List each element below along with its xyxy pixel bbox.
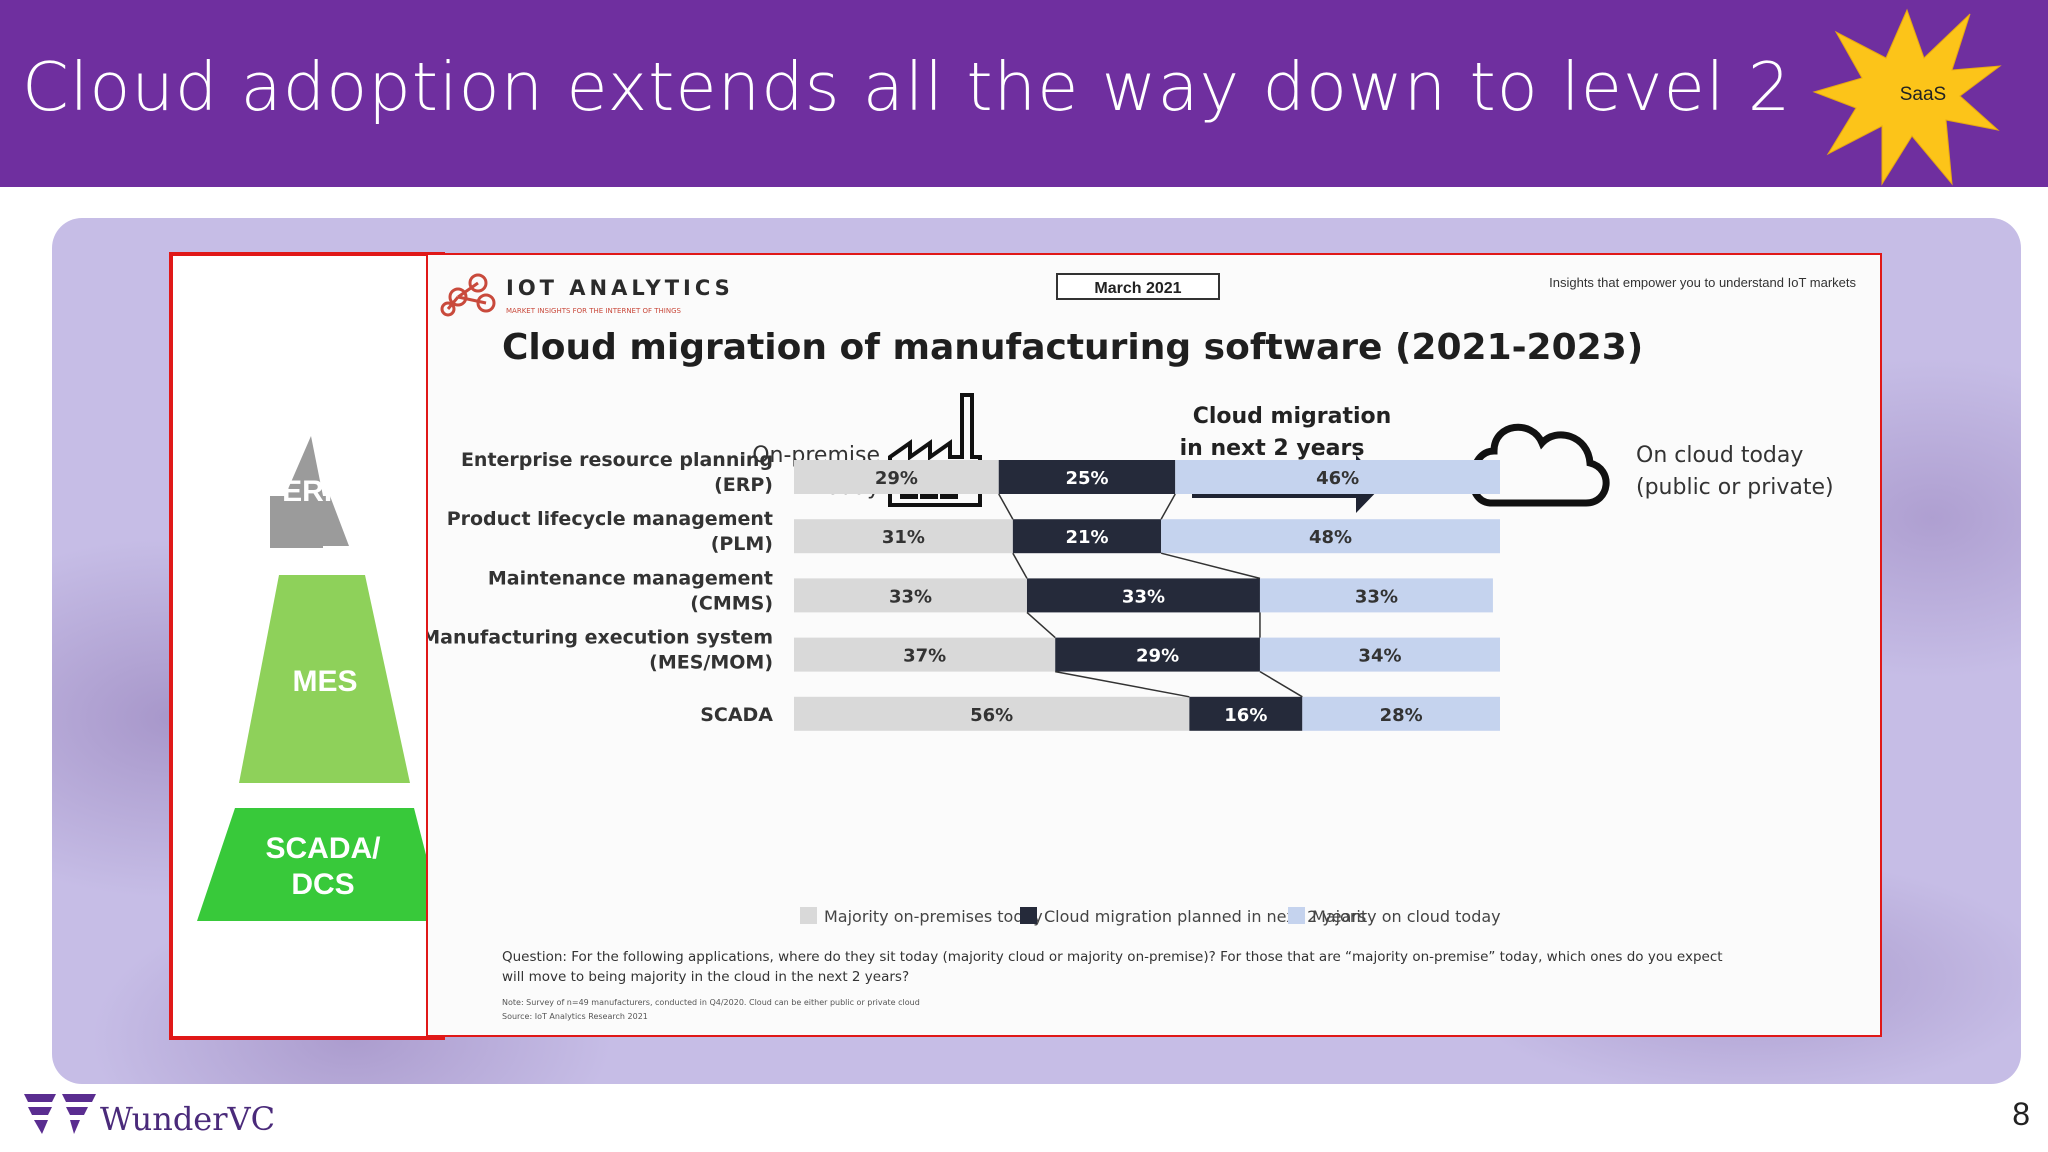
automation-pyramid: ERP MES SCADA/ DCS — [197, 436, 443, 921]
category-label-1-line1: Product lifecycle management — [447, 508, 773, 530]
bar-on-premise-2 — [794, 578, 1027, 613]
wundervc-logo-icon — [24, 1094, 96, 1134]
bar-value-label: 25% — [1065, 468, 1108, 489]
date-badge: March 2021 — [1094, 280, 1181, 297]
starburst-icon — [1812, 8, 2002, 186]
bar-value-label: 33% — [1122, 586, 1165, 607]
category-label-0-line2: (ERP) — [714, 474, 773, 496]
category-label-1-line2: (PLM) — [711, 533, 773, 555]
migration-connector-line — [1026, 611, 1056, 639]
bar-value-label: 31% — [882, 527, 925, 548]
category-label-3-line2: (MES/MOM) — [649, 652, 773, 674]
footer-brand: WunderVC — [100, 1100, 276, 1138]
pyramid-box: ERP MES SCADA/ DCS — [169, 252, 445, 1040]
iot-analytics-logo-icon — [440, 273, 496, 317]
page-number: 8 — [2012, 1096, 2030, 1132]
legend-swatch-0 — [800, 907, 817, 924]
bar-value-label: 46% — [1316, 468, 1359, 489]
pyramid-label-erp: ERP — [282, 475, 344, 508]
slide-title: Cloud adoption extends all the way down … — [22, 48, 1792, 126]
bar-on-premise-0 — [794, 460, 999, 494]
category-label-0-line1: Enterprise resource planning — [461, 449, 773, 471]
category-label-2-line2: (CMMS) — [690, 592, 773, 614]
bar-value-label: 48% — [1309, 527, 1352, 548]
legend-swatch-1 — [1020, 907, 1037, 924]
bars-layer: 29% 25% 46% 31% 21% 48% 33% 33% 33% 37% 29% 34% 56% 1… — [794, 460, 1500, 731]
bar-value-label: 29% — [875, 468, 918, 489]
bar-value-label: 29% — [1136, 646, 1179, 667]
bar-migration-2 — [1026, 578, 1260, 613]
pyramid-label-scada-line1: SCADA/ — [265, 832, 381, 865]
date-badge-box — [1056, 273, 1220, 300]
legend-label-0: Majority on-premises today — [824, 907, 1043, 926]
bar-value-label: 16% — [1224, 705, 1267, 726]
legend-layer: Majority on-premises today Cloud migratio… — [800, 907, 1501, 926]
bar-value-label: 21% — [1065, 527, 1108, 548]
chart-title: Cloud migration of manufacturing softwar… — [502, 327, 1643, 368]
bar-value-label: 33% — [1355, 586, 1398, 607]
header-cloud-line1: On cloud today — [1636, 443, 1803, 468]
legend-label-1: Cloud migration planned in next 2 years — [1044, 907, 1366, 926]
bar-value-label: 34% — [1358, 646, 1401, 667]
bar-on-premise-1 — [794, 519, 1013, 554]
migration-connector-line — [1055, 670, 1190, 698]
legend-swatch-2 — [1288, 907, 1305, 924]
bar-migration-4 — [1189, 696, 1303, 731]
saas-badge: SaaS — [1899, 84, 1947, 105]
chart-tagline: Insights that empower you to understand … — [1549, 275, 1856, 290]
chart-note: Note: Survey of n=49 manufacturers, cond… — [502, 998, 920, 1007]
header-migration-line1: Cloud migration — [1193, 404, 1392, 429]
bar-value-label: 28% — [1380, 705, 1423, 726]
pyramid-level-erp — [270, 436, 349, 548]
bar-on-premise-3 — [794, 637, 1056, 672]
migration-connector-line — [1012, 552, 1028, 579]
category-label-4: SCADA — [700, 704, 773, 726]
header-migration-line2: in next 2 years — [1180, 436, 1365, 461]
category-label-2-line1: Maintenance management — [488, 567, 773, 589]
migration-connector-line — [1160, 552, 1261, 580]
category-label-3-line1: Manufacturing execution system — [428, 627, 773, 649]
bar-value-label: 37% — [903, 646, 946, 667]
migration-connector-line — [1160, 493, 1176, 520]
pyramid-level-mes — [239, 575, 410, 783]
chart-source: Source: IoT Analytics Research 2021 — [502, 1012, 648, 1021]
header-banner — [0, 0, 2048, 187]
chart-question-line2: will move to being majority in the cloud… — [502, 969, 909, 985]
migration-connector-line — [1259, 670, 1303, 698]
bar-migration-3 — [1055, 637, 1260, 672]
header-cloud-line2: (public or private) — [1636, 475, 1834, 500]
chart-canvas: IOT ANALYTICS MARKET INSIGHTS FOR THE IN… — [428, 273, 1856, 1021]
chart-card: IOT ANALYTICS MARKET INSIGHTS FOR THE IN… — [426, 253, 1882, 1037]
bar-cloud-3 — [1259, 637, 1500, 672]
bar-cloud-1 — [1161, 519, 1500, 554]
chart-brand: IOT ANALYTICS — [506, 276, 734, 300]
bar-migration-0 — [998, 460, 1176, 494]
bar-cloud-2 — [1259, 578, 1493, 613]
pyramid-label-scada-line2: DCS — [291, 868, 354, 901]
chart-brand-tagline: MARKET INSIGHTS FOR THE INTERNET OF THIN… — [506, 307, 682, 315]
bar-on-premise-4 — [794, 696, 1190, 731]
pyramid-label-mes: MES — [292, 665, 357, 698]
bar-cloud-0 — [1175, 460, 1500, 494]
bar-value-label: 56% — [970, 705, 1013, 726]
legend-label-2: Majority on cloud today — [1312, 907, 1501, 926]
bar-migration-1 — [1012, 519, 1162, 554]
migration-connector-line — [998, 493, 1014, 520]
category-labels-layer: Enterprise resource planning (ERP) Product… — [428, 449, 773, 726]
chart-question-line1: Question: For the following applications… — [502, 949, 1723, 965]
bar-value-label: 33% — [889, 586, 932, 607]
bar-cloud-4 — [1302, 696, 1500, 731]
pyramid-level-scada — [197, 808, 443, 921]
